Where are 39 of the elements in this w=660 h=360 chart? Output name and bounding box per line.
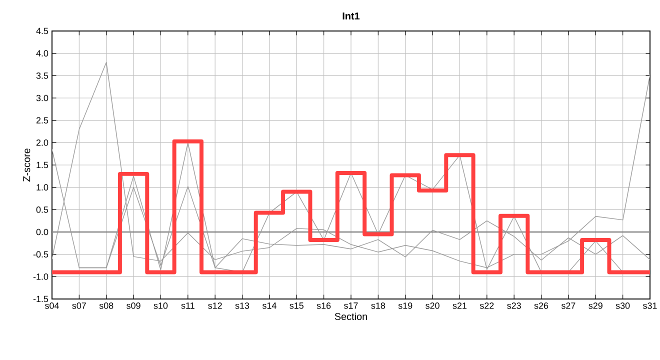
x-tick-label: s04 — [45, 302, 59, 309]
x-tick-label: s11 — [181, 302, 194, 309]
x-tick-label: s21 — [452, 302, 467, 309]
chart-title: Int1 — [342, 12, 360, 20]
x-tick-label: s15 — [290, 302, 304, 309]
y-tick-label: 3.5 — [36, 72, 48, 79]
x-tick-label: s19 — [398, 302, 412, 309]
x-axis-title: Section — [334, 312, 367, 320]
y-tick-label: 1.5 — [36, 162, 48, 168]
y-tick-label: 4.5 — [36, 28, 48, 34]
x-tick-label: s09 — [126, 302, 140, 309]
x-tick-label: s14 — [262, 302, 276, 309]
y-tick-label: 0.0 — [36, 228, 48, 236]
x-tick-label: s26 — [534, 302, 548, 309]
y-tick-label: 0.5 — [36, 206, 48, 213]
y-tick-label: -0.5 — [33, 251, 48, 258]
x-tick-label: s18 — [371, 302, 386, 309]
y-tick-label: 1.0 — [36, 184, 48, 191]
x-tick-label: s23 — [507, 302, 521, 309]
y-tick-label: 3.0 — [36, 94, 48, 102]
x-tick-label: s12 — [208, 302, 222, 309]
y-tick-label: -1.0 — [33, 273, 48, 280]
x-tick-label: s13 — [235, 302, 250, 309]
x-tick-label: s22 — [480, 302, 494, 309]
y-tick-label: 2.0 — [36, 139, 48, 146]
x-tick-label: s10 — [154, 302, 168, 309]
x-tick-label: s27 — [561, 302, 576, 309]
x-tick-label: s17 — [344, 302, 358, 309]
y-tick-label: -1.5 — [33, 296, 48, 302]
x-tick-label: s31 — [643, 302, 657, 309]
x-tick-label: s16 — [316, 302, 331, 309]
x-tick-label: s29 — [588, 302, 602, 309]
x-tick-label: s08 — [99, 302, 114, 309]
x-tick-label: s30 — [616, 302, 630, 309]
x-tick-label: s20 — [426, 302, 440, 309]
y-tick-label: 4.0 — [36, 50, 48, 57]
x-tick-label: s07 — [72, 302, 86, 309]
y-tick-label: 2.5 — [36, 117, 48, 124]
y-axis-title: Z-score — [23, 148, 30, 182]
